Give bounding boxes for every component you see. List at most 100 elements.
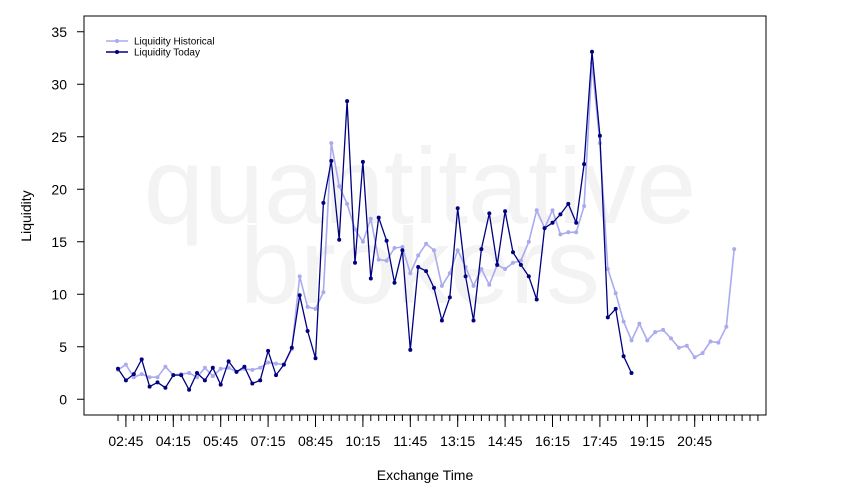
x-tick-label: 10:15: [345, 433, 380, 449]
data-point: [321, 200, 326, 205]
x-tick-label: 17:45: [582, 433, 617, 449]
x-tick-label: 14:45: [488, 433, 523, 449]
data-point: [337, 237, 342, 242]
data-point: [313, 356, 318, 361]
data-point: [511, 260, 515, 265]
x-tick-label: 04:15: [156, 433, 191, 449]
data-point: [645, 338, 650, 343]
data-point: [416, 253, 421, 258]
data-point: [329, 141, 334, 146]
data-point: [400, 245, 405, 249]
data-point: [218, 382, 223, 387]
data-point: [258, 365, 263, 370]
data-point: [305, 329, 310, 333]
data-point: [558, 232, 563, 237]
data-point: [123, 378, 128, 383]
data-point: [479, 247, 484, 252]
data-point: [376, 257, 381, 262]
data-point: [732, 247, 737, 252]
data-point: [518, 262, 523, 267]
data-point: [376, 215, 381, 220]
data-point: [226, 359, 231, 364]
data-point: [487, 282, 492, 287]
data-point: [676, 345, 681, 350]
series-today: [116, 49, 634, 392]
data-point: [613, 306, 618, 311]
data-point: [218, 366, 223, 371]
legend-swatch-point: [115, 50, 119, 54]
data-point: [147, 375, 152, 380]
data-point: [566, 201, 571, 206]
data-point: [503, 267, 508, 271]
data-point: [321, 290, 326, 295]
series-layer: [116, 49, 737, 392]
data-point: [455, 248, 460, 253]
data-point: [297, 274, 302, 279]
data-point: [297, 293, 302, 298]
data-point: [526, 274, 531, 279]
data-point: [424, 241, 429, 246]
data-point: [534, 208, 539, 213]
watermark: quantitative brokers: [144, 125, 696, 326]
data-point: [661, 327, 666, 332]
x-tick-label: 07:15: [251, 433, 286, 449]
data-point: [629, 338, 634, 343]
data-point: [439, 283, 444, 288]
data-point: [210, 365, 215, 370]
x-tick-label: 05:45: [203, 433, 238, 449]
data-point: [574, 220, 579, 225]
data-point: [250, 381, 255, 386]
data-point: [629, 371, 634, 375]
data-point: [360, 159, 365, 164]
data-point: [542, 226, 547, 231]
data-point: [360, 239, 365, 244]
data-point: [692, 355, 697, 360]
data-point: [479, 267, 484, 271]
data-point: [368, 276, 373, 281]
plot-frame: [83, 15, 767, 416]
data-point: [511, 250, 515, 255]
data-point: [503, 209, 508, 214]
data-point: [384, 238, 389, 243]
data-point: [234, 369, 239, 374]
x-tick-label: 16:15: [535, 433, 570, 449]
data-point: [171, 373, 176, 378]
data-point: [495, 262, 500, 267]
data-point: [187, 387, 192, 392]
data-point: [447, 295, 452, 300]
y-tick-label: 0: [59, 391, 67, 407]
y-tick-label: 10: [51, 286, 67, 302]
data-point: [210, 374, 215, 379]
x-axis: 02:45 04:15 05:45 07:15 08:45 10:15 11:45 13:15…: [108, 415, 759, 449]
data-point: [582, 162, 587, 167]
data-point: [392, 246, 397, 250]
y-tick-label: 20: [51, 181, 67, 197]
data-point: [202, 378, 207, 383]
data-point: [684, 343, 689, 348]
legend-label: Liquidity Historical: [134, 37, 215, 48]
data-point: [163, 364, 168, 369]
data-point: [123, 362, 128, 367]
data-point: [116, 366, 120, 371]
y-tick-label: 15: [51, 234, 67, 250]
data-point: [550, 208, 555, 213]
data-point: [637, 321, 642, 326]
data-point: [471, 318, 476, 323]
data-point: [471, 283, 476, 288]
data-point: [266, 360, 271, 365]
y-tick-label: 35: [51, 24, 67, 40]
data-point: [392, 280, 397, 285]
data-point: [266, 348, 271, 353]
data-point: [384, 258, 389, 263]
data-point: [597, 133, 602, 138]
data-point: [313, 306, 318, 311]
data-point: [187, 371, 192, 375]
data-point: [582, 204, 587, 209]
data-point: [274, 373, 278, 378]
data-point: [653, 330, 658, 335]
data-point: [400, 248, 405, 253]
y-axis-title: Liquidity: [18, 190, 34, 241]
data-point: [139, 357, 144, 362]
data-point: [195, 371, 199, 375]
